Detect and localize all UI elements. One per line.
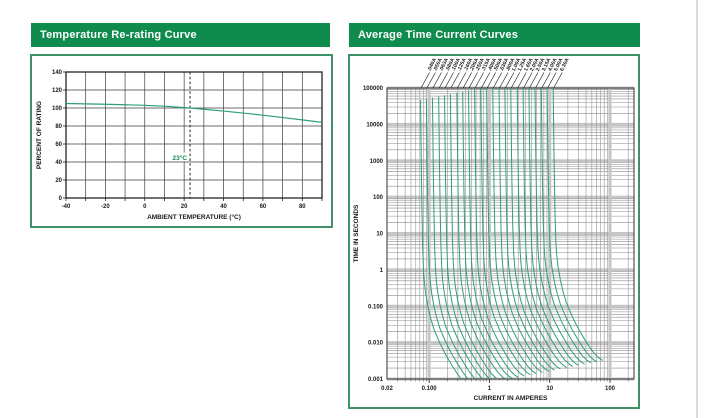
svg-text:60: 60 xyxy=(55,142,62,148)
svg-text:.100A: .100A xyxy=(451,57,463,72)
svg-text:20: 20 xyxy=(55,178,62,184)
svg-text:.080A: .080A xyxy=(445,57,457,72)
svg-text:100: 100 xyxy=(52,106,63,112)
svg-text:10: 10 xyxy=(546,386,553,392)
svg-text:0.02: 0.02 xyxy=(381,386,393,392)
svg-text:.200A: .200A xyxy=(469,57,481,72)
svg-text:100: 100 xyxy=(373,195,384,201)
svg-text:0.100: 0.100 xyxy=(368,304,384,310)
svg-text:CURRENT IN AMPERES: CURRENT IN AMPERES xyxy=(474,395,548,402)
svg-text:40: 40 xyxy=(220,204,227,210)
svg-text:23°C: 23°C xyxy=(173,154,188,162)
svg-text:1.60A: 1.60A xyxy=(523,57,535,72)
svg-text:1000: 1000 xyxy=(370,159,384,165)
svg-text:-40: -40 xyxy=(62,204,71,210)
svg-text:PERCENT OF RATING: PERCENT OF RATING xyxy=(36,101,43,169)
svg-text:-20: -20 xyxy=(101,204,110,210)
svg-text:.063A: .063A xyxy=(438,57,450,72)
svg-text:.630A: .630A xyxy=(499,57,511,72)
svg-text:100000: 100000 xyxy=(363,86,384,92)
svg-text:.315A: .315A xyxy=(481,57,493,72)
svg-text:.040A: .040A xyxy=(427,57,439,72)
time-current-chart: 0.02 0.100 1 10 100 100000 10000 1000 100 10 1 0.10… xyxy=(353,57,635,402)
svg-text:1.00A: 1.00A xyxy=(511,57,523,72)
svg-text:.800A: .800A xyxy=(505,57,517,72)
svg-text:0.010: 0.010 xyxy=(368,341,384,347)
svg-text:AMBIENT TEMPERATURE (°C): AMBIENT TEMPERATURE (°C) xyxy=(147,213,241,221)
svg-text:6.30A: 6.30A xyxy=(559,57,571,72)
svg-text:3.15A: 3.15A xyxy=(541,57,553,72)
time-current-title-bar: Average Time Current Curves xyxy=(349,23,640,47)
svg-text:1.25A: 1.25A xyxy=(517,57,529,72)
svg-text:.250A: .250A xyxy=(475,57,487,72)
svg-text:0: 0 xyxy=(59,196,63,202)
page-edge-line xyxy=(696,0,698,418)
svg-text:60: 60 xyxy=(260,204,267,210)
svg-text:.400A: .400A xyxy=(487,57,499,72)
svg-text:100: 100 xyxy=(605,386,616,392)
svg-text:80: 80 xyxy=(299,204,306,210)
temperature-rerating-title: Temperature Re-rating Curve xyxy=(40,29,197,41)
svg-text:2.50A: 2.50A xyxy=(535,57,547,72)
svg-text:0: 0 xyxy=(143,204,147,210)
time-current-chart-box: 0.02 0.100 1 10 100 100000 10000 1000 100 10 1 0.10… xyxy=(348,54,640,409)
svg-text:80: 80 xyxy=(55,124,62,130)
svg-text:.050A: .050A xyxy=(432,57,444,72)
svg-text:.125A: .125A xyxy=(456,57,468,72)
svg-text:2.00A: 2.00A xyxy=(529,57,541,72)
svg-text:20: 20 xyxy=(181,204,188,210)
svg-text:.500A: .500A xyxy=(493,57,505,72)
svg-text:10: 10 xyxy=(376,232,383,238)
svg-text:4.00A: 4.00A xyxy=(547,57,559,72)
svg-text:1: 1 xyxy=(488,386,492,392)
svg-text:.160A: .160A xyxy=(463,57,475,72)
svg-text:0.001: 0.001 xyxy=(368,377,384,383)
svg-text:TIME IN SECONDS: TIME IN SECONDS xyxy=(353,204,360,262)
temperature-rerating-chart-box: -40 -20 0 20 40 60 80 0 20 40 60 80 100 120 140 AMBIENT… xyxy=(30,54,333,228)
svg-text:120: 120 xyxy=(52,88,63,94)
svg-text:0.100: 0.100 xyxy=(422,386,438,392)
time-current-title: Average Time Current Curves xyxy=(358,29,519,41)
svg-text:40: 40 xyxy=(55,160,62,166)
temperature-rerating-title-bar: Temperature Re-rating Curve xyxy=(31,23,330,47)
svg-text:10000: 10000 xyxy=(366,122,383,128)
svg-text:140: 140 xyxy=(52,70,63,76)
temperature-rerating-chart: -40 -20 0 20 40 60 80 0 20 40 60 80 100 120 140 AMBIENT… xyxy=(36,70,323,221)
svg-text:5.00A: 5.00A xyxy=(553,57,565,72)
svg-text:1: 1 xyxy=(380,268,384,274)
